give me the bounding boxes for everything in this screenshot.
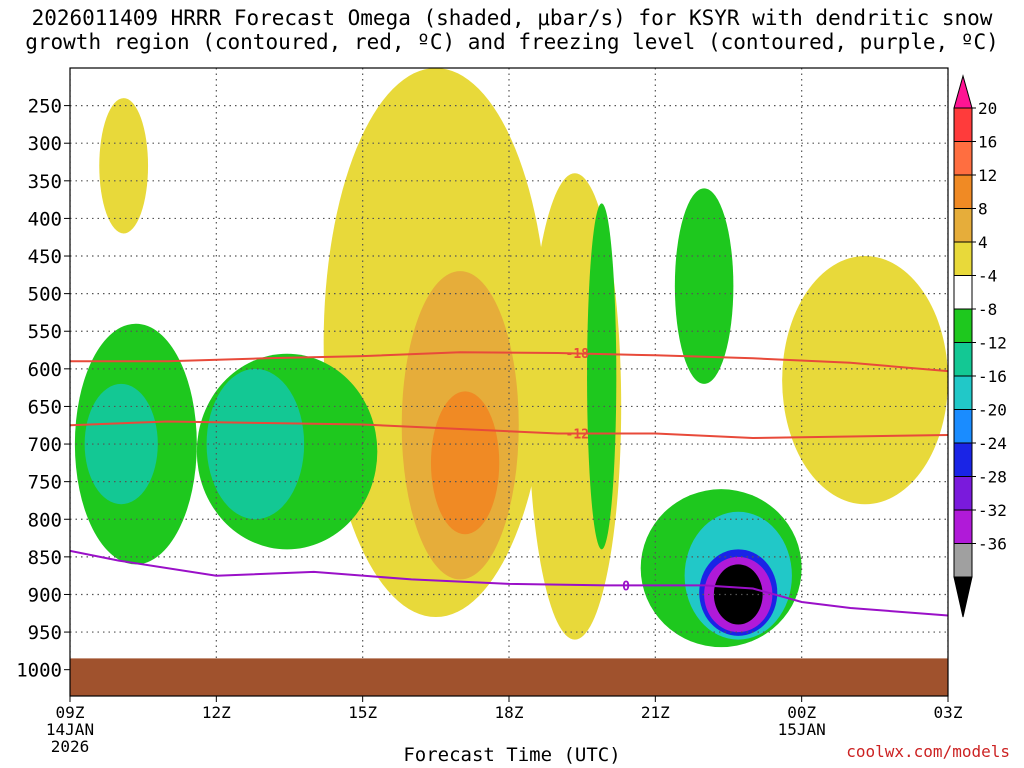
omega-region-3	[782, 256, 948, 505]
y-tick-label-700: 700	[28, 434, 62, 456]
colorbar-label-6: -8	[978, 300, 997, 319]
omega-region-11	[84, 383, 158, 505]
contour-label--12: -12	[566, 428, 589, 443]
colorbar-segment-12	[953, 476, 973, 511]
colorbar-label-7: -12	[978, 334, 1007, 353]
omega-region-0	[99, 98, 149, 234]
y-tick-label-500: 500	[28, 284, 62, 306]
colorbar-label-9: -20	[978, 401, 1007, 420]
colorbar-bottom-arrow	[953, 576, 973, 618]
y-tick-label-400: 400	[28, 208, 62, 230]
y-tick-label-1000: 1000	[16, 660, 62, 682]
x-tick-date-09Z: 14JAN	[46, 720, 94, 739]
colorbar-segment-7	[953, 308, 973, 343]
contour-label-0: 0	[622, 579, 630, 594]
y-tick-label-750: 750	[28, 472, 62, 494]
colorbar-label-10: -24	[978, 434, 1007, 453]
contour-line-0	[70, 549, 948, 617]
colorbar-segment-1	[953, 107, 973, 142]
colorbar-segment-6	[953, 275, 973, 310]
colorbar-label-8: -16	[978, 367, 1007, 386]
colorbar-segment-3	[953, 174, 973, 209]
colorbar-segment-14	[953, 543, 973, 578]
colorbar-label-4: 4	[978, 233, 988, 252]
chart-title-line1: 2026011409 HRRR Forecast Omega (shaded, …	[31, 6, 993, 30]
colorbar-label-2: 12	[978, 166, 997, 185]
colorbar: 20 16 12 8 4 -4 -8 -12 -16 -20 -24 -28 -32 -36	[953, 74, 1007, 618]
colorbar-segment-5	[953, 241, 973, 276]
colorbar-segment-4	[953, 208, 973, 243]
y-tick-label-900: 900	[28, 584, 62, 606]
colorbar-segment-13	[953, 509, 973, 544]
colorbar-top-arrow	[953, 74, 973, 109]
x-tick-label-03Z: 03Z	[934, 703, 963, 722]
colorbar-segment-10	[953, 409, 973, 444]
x-tick-year-09Z: 2026	[51, 737, 90, 756]
y-tick-label-950: 950	[28, 622, 62, 644]
colorbar-label-13: -36	[978, 535, 1007, 554]
omega-region-16	[713, 564, 763, 625]
colorbar-label-12: -32	[978, 501, 1007, 520]
y-tick-label-250: 250	[28, 96, 62, 118]
contour-line--12	[70, 420, 948, 440]
colorbar-label-3: 8	[978, 200, 988, 219]
colorbar-segment-2	[953, 141, 973, 176]
x-tick-label-00Z: 00Z	[787, 703, 816, 722]
colorbar-label-5: -4	[978, 267, 997, 286]
y-tick-label-550: 550	[28, 321, 62, 343]
ground-surface	[70, 658, 948, 696]
credit-text: coolwx.com/models	[846, 742, 1010, 761]
contour-lines: -18 -12 0	[70, 347, 948, 617]
grid-lines	[70, 68, 948, 696]
y-tick-label-300: 300	[28, 133, 62, 155]
omega-region-5	[430, 391, 500, 535]
y-tick-label-650: 650	[28, 396, 62, 418]
y-tick-label-450: 450	[28, 246, 62, 268]
contour-label--18: -18	[566, 347, 590, 362]
colorbar-segment-11	[953, 442, 973, 477]
colorbar-label-1: 16	[978, 133, 997, 152]
y-tick-label-800: 800	[28, 509, 62, 531]
contour-line--18	[70, 351, 948, 373]
y-axis: 250 300 350 400 450 500 550 600 650 700 750 800 850 9…	[16, 96, 70, 682]
omega-region-12	[206, 368, 305, 520]
y-tick-label-600: 600	[28, 359, 62, 381]
chart-title-line2: growth region (contoured, red, ºC) and f…	[25, 30, 999, 54]
x-tick-label-21Z: 21Z	[641, 703, 670, 722]
colorbar-label-11: -28	[978, 468, 1007, 487]
y-tick-label-350: 350	[28, 171, 62, 193]
omega-region-8	[587, 203, 617, 550]
x-tick-date-00Z: 15JAN	[778, 720, 826, 739]
omega-shading	[74, 68, 948, 648]
colorbar-label-0: 20	[978, 99, 997, 118]
x-tick-label-12Z: 12Z	[202, 703, 231, 722]
colorbar-segment-8	[953, 342, 973, 377]
x-tick-label-15Z: 15Z	[348, 703, 377, 722]
x-tick-label-18Z: 18Z	[495, 703, 524, 722]
colorbar-segment-9	[953, 375, 973, 410]
y-tick-label-850: 850	[28, 547, 62, 569]
x-tick-label-09Z: 09Z	[56, 703, 85, 722]
omega-region-9	[674, 188, 734, 384]
x-axis-title: Forecast Time (UTC)	[403, 744, 621, 766]
